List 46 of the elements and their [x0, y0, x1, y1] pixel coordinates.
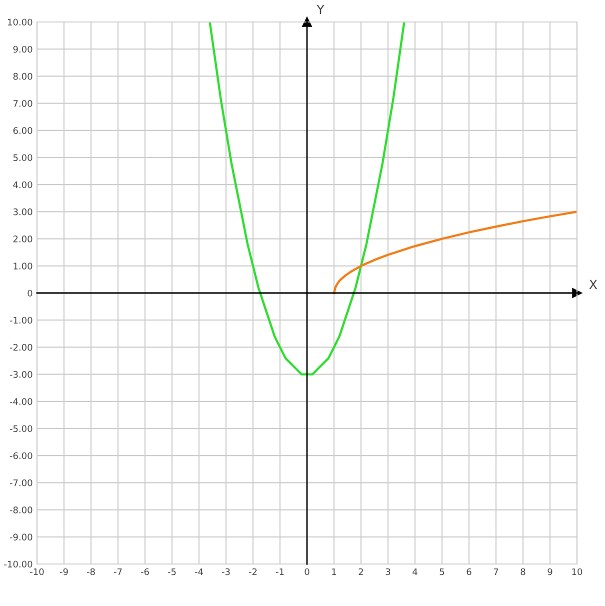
x-axis-title: X [589, 280, 598, 289]
y-tick-label: -9.00 [10, 534, 32, 540]
y-tick-label: 1.00 [14, 262, 32, 270]
x-tick-label: 9 [548, 568, 552, 576]
x-tick-label: -4 [194, 568, 203, 576]
y-tick-label: -4.00 [10, 398, 32, 405]
x-tick-label: -3 [222, 568, 230, 576]
y-tick-label: 5.00 [13, 154, 32, 162]
x-tick-label: -9 [60, 568, 68, 576]
y-tick-label: -10.00 [4, 560, 32, 568]
y-tick-label: -3.00 [10, 371, 32, 378]
x-tick-label: 4 [412, 568, 418, 576]
y-tick-label: -2.00 [10, 344, 32, 351]
y-tick-label: -1.00 [10, 316, 32, 324]
x-tick-label: -8 [86, 568, 95, 576]
y-tick-label: -6.00 [10, 452, 32, 460]
y-tick-label: 3.00 [13, 208, 32, 216]
y-tick-label: 2.00 [13, 236, 32, 242]
x-tick-label: -2 [248, 568, 257, 576]
x-tick-label: -6 [140, 568, 149, 576]
x-tick-label: -1 [276, 568, 284, 576]
line-series [208, 22, 406, 376]
y-tick-label: 7.00 [13, 100, 32, 107]
x-tick-label: -10 [30, 568, 44, 576]
x-tick-label: 0 [304, 568, 310, 576]
x-tick-label: -5 [168, 568, 176, 576]
x-tick-label: 2 [358, 568, 363, 576]
y-tick-label: 0 [28, 290, 32, 297]
y-axis-title: Y [316, 4, 324, 14]
y-tick-label: 6.00 [13, 127, 32, 134]
line-series [332, 210, 577, 294]
y-tick-label: 10.00 [8, 18, 32, 26]
x-tick-label: 8 [520, 568, 526, 576]
y-tick-label: -5.00 [10, 425, 32, 432]
x-tick-label: 6 [466, 568, 472, 576]
y-tick-label: 9.00 [13, 46, 32, 53]
y-tick-label: 4.00 [13, 181, 32, 188]
y-tick-label: 8.00 [13, 72, 32, 80]
y-tick-label: -7.00 [10, 479, 32, 486]
x-tick-label: 3 [386, 568, 390, 576]
y-tick-label: -8.00 [10, 506, 32, 514]
x-tick-label: 1 [332, 568, 336, 576]
x-tick-label: -7 [114, 568, 122, 576]
x-tick-label: 7 [494, 568, 498, 576]
x-tick-label: 10 [572, 568, 582, 576]
x-tick-label: 5 [440, 568, 444, 576]
